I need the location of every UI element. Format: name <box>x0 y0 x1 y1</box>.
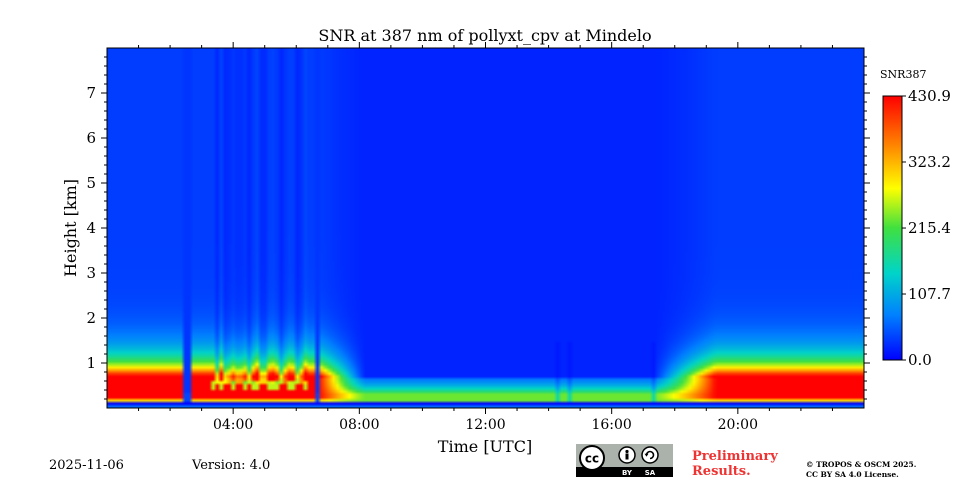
svg-text:SA: SA <box>645 469 656 477</box>
x-tick-label: 12:00 <box>465 417 505 433</box>
colorbar-tick-label: 430.9 <box>908 87 951 105</box>
x-axis-label: Time [UTC] <box>438 437 532 456</box>
cc-icon <box>579 445 605 471</box>
y-axis-label: Height [km] <box>61 179 80 277</box>
footer-version: Version: 4.0 <box>192 458 271 473</box>
svg-text:cc: cc <box>585 452 599 466</box>
colorbar-tick-label: 107.7 <box>908 285 951 303</box>
y-tick-label: 4 <box>86 219 96 237</box>
heatmap-plot <box>107 48 864 408</box>
y-tick-label: 2 <box>86 309 96 327</box>
colorbar-tick-label: 323.2 <box>908 153 951 171</box>
preliminary-line-1: Preliminary <box>692 449 778 464</box>
colorbar-tick-label: 0.0 <box>908 351 932 369</box>
cc-by-sa-license-badge: cc BY SA <box>576 444 673 477</box>
snr-heatmap-image <box>107 48 864 408</box>
preliminary-notice: Preliminary Results. <box>692 449 778 479</box>
y-tick-label: 6 <box>86 129 96 147</box>
colorbar <box>882 95 903 361</box>
preliminary-line-2: Results. <box>692 464 751 479</box>
footer-date: 2025-11-06 <box>49 458 124 473</box>
x-tick-label: 08:00 <box>339 417 379 433</box>
svg-text:BY: BY <box>622 469 633 477</box>
x-axis: 04:00 08:00 12:00 16:00 20:00 <box>138 42 833 433</box>
copyright-line-1: © TROPOS & OSCM 2025. <box>806 460 917 469</box>
x-tick-label: 16:00 <box>591 417 631 433</box>
y-tick-label: 3 <box>86 264 96 282</box>
copyright-notice: © TROPOS & OSCM 2025. CC BY SA 4.0 Licen… <box>806 460 916 480</box>
colorbar-ticks: 0.0 107.7 215.4 323.2 430.9 <box>902 87 951 369</box>
copyright-line-2: CC BY SA 4.0 License. <box>806 470 899 479</box>
colorbar-label: SNR387 <box>880 68 926 81</box>
x-tick-label: 20:00 <box>718 417 758 433</box>
chart-title: SNR at 387 nm of pollyxt_cpv at Mindelo <box>318 26 651 45</box>
share-alike-icon <box>641 446 659 464</box>
y-tick-label: 7 <box>86 84 96 102</box>
y-tick-label: 1 <box>86 354 96 372</box>
x-tick-label: 04:00 <box>213 417 253 433</box>
y-axis: 1 2 3 4 5 6 7 <box>86 56 870 400</box>
y-tick-label: 5 <box>86 174 96 192</box>
colorbar-tick-label: 215.4 <box>908 219 951 237</box>
